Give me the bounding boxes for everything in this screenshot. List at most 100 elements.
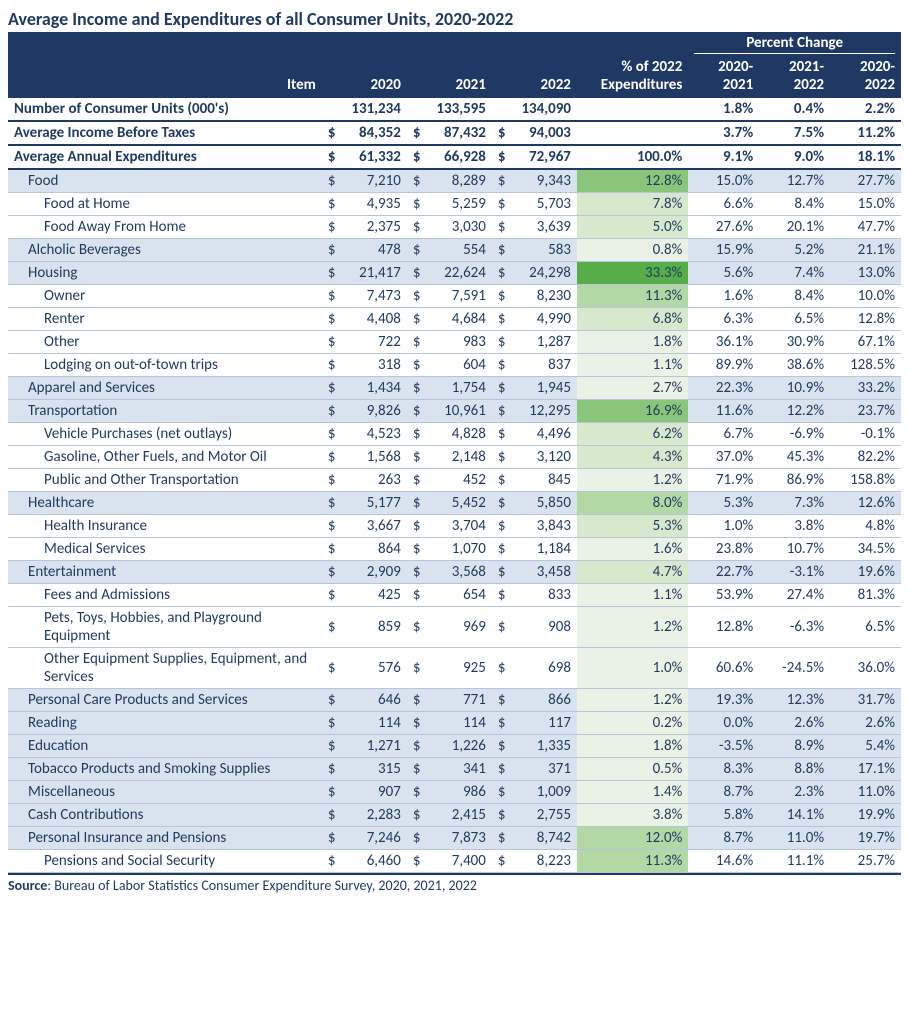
table-row: Tobacco Products and Smoking Supplies$31… bbox=[8, 758, 901, 781]
pct-exp-cell: 1.1% bbox=[577, 354, 688, 377]
pct-change-cell: 12.7% bbox=[759, 169, 830, 193]
pct-change-cell: 31.7% bbox=[830, 689, 901, 712]
pct-change-cell: 36.0% bbox=[830, 648, 901, 689]
value-cell: $117 bbox=[492, 712, 577, 735]
pct-change-cell: 17.1% bbox=[830, 758, 901, 781]
table-row: Average Annual Expenditures$61,332$66,92… bbox=[8, 145, 901, 169]
item-cell: Personal Care Products and Services bbox=[8, 689, 322, 712]
table-header: Percent Change Item 2020 2021 2022 % of … bbox=[8, 32, 901, 98]
pct-change-cell: 37.0% bbox=[688, 446, 759, 469]
value-cell: $263 bbox=[322, 469, 407, 492]
pct-change-cell: 13.0% bbox=[830, 262, 901, 285]
pct-exp-cell: 12.0% bbox=[577, 827, 688, 850]
pct-change-cell: 30.9% bbox=[759, 331, 830, 354]
table-row: Renter$4,408$4,684$4,9906.8%6.3%6.5%12.8… bbox=[8, 308, 901, 331]
pct-exp-cell: 0.5% bbox=[577, 758, 688, 781]
table-row: Public and Other Transportation$263$452$… bbox=[8, 469, 901, 492]
pct-change-cell: -0.1% bbox=[830, 423, 901, 446]
table-row: Other$722$983$1,2871.8%36.1%30.9%67.1% bbox=[8, 331, 901, 354]
pct-change-cell: 5.6% bbox=[688, 262, 759, 285]
value-cell: $3,120 bbox=[492, 446, 577, 469]
value-cell: 131,234 bbox=[322, 98, 407, 121]
value-cell: $9,826 bbox=[322, 400, 407, 423]
table-row: Food Away From Home$2,375$3,030$3,6395.0… bbox=[8, 216, 901, 239]
pct-exp-cell: 5.3% bbox=[577, 515, 688, 538]
item-cell: Health Insurance bbox=[8, 515, 322, 538]
table-row: Pensions and Social Security$6,460$7,400… bbox=[8, 850, 901, 873]
value-cell: $833 bbox=[492, 584, 577, 607]
pct-change-cell: 2.6% bbox=[830, 712, 901, 735]
pct-change-cell: 19.9% bbox=[830, 804, 901, 827]
value-cell: $845 bbox=[492, 469, 577, 492]
value-cell: $478 bbox=[322, 239, 407, 262]
value-cell: $8,742 bbox=[492, 827, 577, 850]
value-cell: $771 bbox=[407, 689, 492, 712]
pct-change-cell: 8.8% bbox=[759, 758, 830, 781]
table-row: Reading$114$114$1170.2%0.0%2.6%2.6% bbox=[8, 712, 901, 735]
pct-change-cell: 15.9% bbox=[688, 239, 759, 262]
pct-change-cell: 33.2% bbox=[830, 377, 901, 400]
pct-change-cell: 5.8% bbox=[688, 804, 759, 827]
item-cell: Average Income Before Taxes bbox=[8, 121, 322, 145]
value-cell: $3,030 bbox=[407, 216, 492, 239]
value-cell: $21,417 bbox=[322, 262, 407, 285]
source-line: Source: Bureau of Labor Statistics Consu… bbox=[8, 873, 901, 894]
pct-exp-cell: 1.4% bbox=[577, 781, 688, 804]
pct-change-cell: -24.5% bbox=[759, 648, 830, 689]
table-row: Other Equipment Supplies, Equipment, and… bbox=[8, 648, 901, 689]
table-row: Lodging on out-of-town trips$318$604$837… bbox=[8, 354, 901, 377]
item-cell: Owner bbox=[8, 285, 322, 308]
table-row: Apparel and Services$1,434$1,754$1,9452.… bbox=[8, 377, 901, 400]
value-cell: $425 bbox=[322, 584, 407, 607]
pct-change-cell: -6.3% bbox=[759, 607, 830, 648]
pct-change-cell: 1.6% bbox=[688, 285, 759, 308]
value-cell: $114 bbox=[322, 712, 407, 735]
table-row: Health Insurance$3,667$3,704$3,8435.3%1.… bbox=[8, 515, 901, 538]
item-cell: Cash Contributions bbox=[8, 804, 322, 827]
col-chg-2020-2022: 2020-2022 bbox=[830, 56, 901, 98]
col-2021: 2021 bbox=[407, 56, 492, 98]
table-row: Pets, Toys, Hobbies, and Playground Equi… bbox=[8, 607, 901, 648]
value-cell: $87,432 bbox=[407, 121, 492, 145]
pct-change-cell: 11.2% bbox=[830, 121, 901, 145]
pct-change-cell: 21.1% bbox=[830, 239, 901, 262]
pct-change-cell: 18.1% bbox=[830, 145, 901, 169]
value-cell: $1,287 bbox=[492, 331, 577, 354]
value-cell: $94,003 bbox=[492, 121, 577, 145]
table-row: Healthcare$5,177$5,452$5,8508.0%5.3%7.3%… bbox=[8, 492, 901, 515]
value-cell: $318 bbox=[322, 354, 407, 377]
pct-change-cell: 82.2% bbox=[830, 446, 901, 469]
pct-exp-cell: 4.3% bbox=[577, 446, 688, 469]
pct-change-cell: 86.9% bbox=[759, 469, 830, 492]
pct-change-cell: 45.3% bbox=[759, 446, 830, 469]
value-cell: $1,434 bbox=[322, 377, 407, 400]
value-cell: $7,591 bbox=[407, 285, 492, 308]
pct-change-cell: 8.7% bbox=[688, 827, 759, 850]
value-cell: $24,298 bbox=[492, 262, 577, 285]
table-row: Education$1,271$1,226$1,3351.8%-3.5%8.9%… bbox=[8, 735, 901, 758]
pct-exp-cell: 1.6% bbox=[577, 538, 688, 561]
pct-exp-cell: 1.8% bbox=[577, 331, 688, 354]
pct-change-cell: 7.4% bbox=[759, 262, 830, 285]
pct-exp-cell: 1.2% bbox=[577, 607, 688, 648]
pct-change-cell: 9.0% bbox=[759, 145, 830, 169]
pct-change-cell: 11.1% bbox=[759, 850, 830, 873]
pct-change-cell: 2.2% bbox=[830, 98, 901, 121]
item-cell: Entertainment bbox=[8, 561, 322, 584]
item-cell: Food Away From Home bbox=[8, 216, 322, 239]
pct-change-cell: 12.6% bbox=[830, 492, 901, 515]
value-cell: $698 bbox=[492, 648, 577, 689]
pct-exp-cell: 4.7% bbox=[577, 561, 688, 584]
pct-exp-cell: 100.0% bbox=[577, 145, 688, 169]
pct-change-cell: 14.6% bbox=[688, 850, 759, 873]
item-cell: Alcholic Beverages bbox=[8, 239, 322, 262]
pct-change-cell: 0.0% bbox=[688, 712, 759, 735]
item-cell: Other Equipment Supplies, Equipment, and… bbox=[8, 648, 322, 689]
value-cell: $3,667 bbox=[322, 515, 407, 538]
pct-change-cell: 11.0% bbox=[759, 827, 830, 850]
value-cell: $8,223 bbox=[492, 850, 577, 873]
value-cell: 133,595 bbox=[407, 98, 492, 121]
item-cell: Vehicle Purchases (net outlays) bbox=[8, 423, 322, 446]
pct-exp-cell bbox=[577, 98, 688, 121]
pct-change-cell: 19.6% bbox=[830, 561, 901, 584]
